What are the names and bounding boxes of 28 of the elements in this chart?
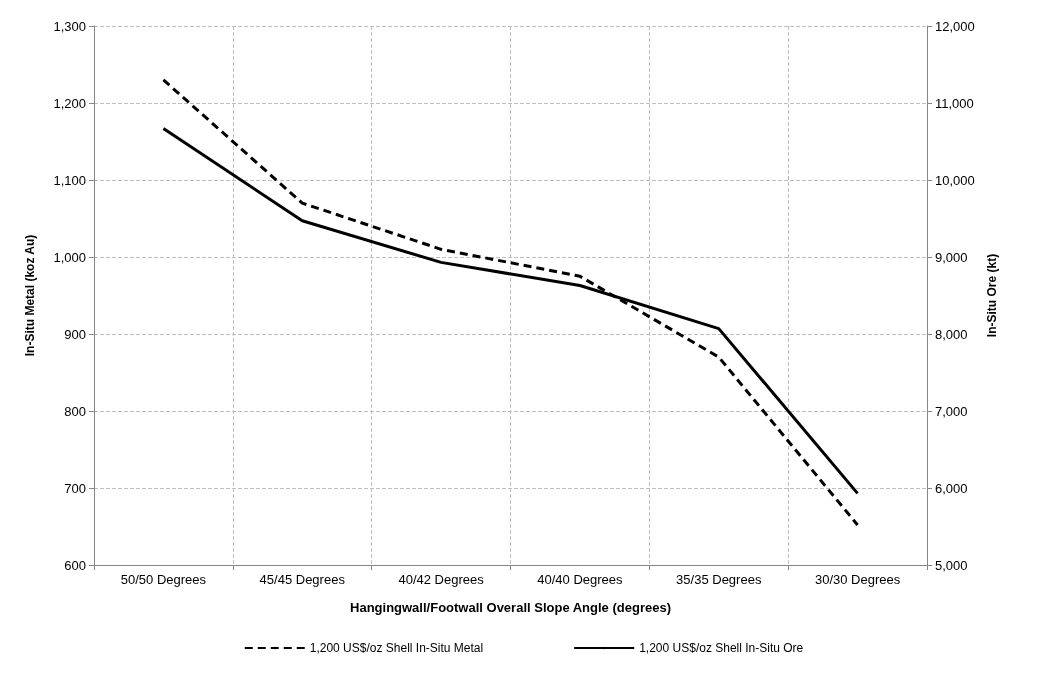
legend-label: 1,200 US$/oz Shell In-Situ Metal — [309, 641, 484, 655]
y2-tick-label: 12,000 — [935, 18, 975, 34]
y-tick-label: 600 — [64, 557, 86, 573]
x-tick-label: 30/30 Degrees — [814, 572, 901, 587]
x-tick-label: 50/50 Degrees — [120, 572, 207, 587]
y-tick-label: 1,200 — [53, 95, 86, 111]
y2-tick-label: 8,000 — [935, 326, 968, 342]
x-tick-label: 40/40 Degrees — [537, 572, 624, 587]
x-axis-title: Hangingwall/Footwall Overall Slope Angle (degrees) — [350, 600, 671, 615]
y2-tick-label: 5,000 — [935, 557, 968, 573]
y2-axis-title: In-Situ Ore (kt) — [984, 253, 999, 338]
y-tick-label: 900 — [64, 326, 86, 342]
y-tick-label: 1,300 — [53, 18, 86, 34]
y-tick-label: 1,000 — [53, 249, 86, 265]
x-tick-label: 35/35 Degrees — [676, 572, 762, 587]
y2-tick-label: 11,000 — [935, 95, 974, 111]
y2-tick-label: 7,000 — [935, 403, 968, 419]
y-tick-label: 700 — [64, 480, 86, 496]
x-tick-label: 45/45 Degrees — [259, 572, 346, 587]
line-series — [161, 78, 860, 527]
y-tick-label: 1,100 — [53, 172, 86, 188]
y-tick-label: 800 — [64, 403, 86, 419]
x-tick-label: 40/42 Degrees — [398, 572, 485, 587]
y-axis-title: In-Situ Metal (koz Au) — [23, 234, 37, 357]
y2-tick-label: 9,000 — [935, 249, 968, 265]
y2-tick-label: 6,000 — [935, 480, 968, 496]
y2-tick-label: 10,000 — [935, 172, 975, 188]
legend-label: 1,200 US$/oz Shell In-Situ Ore — [639, 641, 804, 655]
